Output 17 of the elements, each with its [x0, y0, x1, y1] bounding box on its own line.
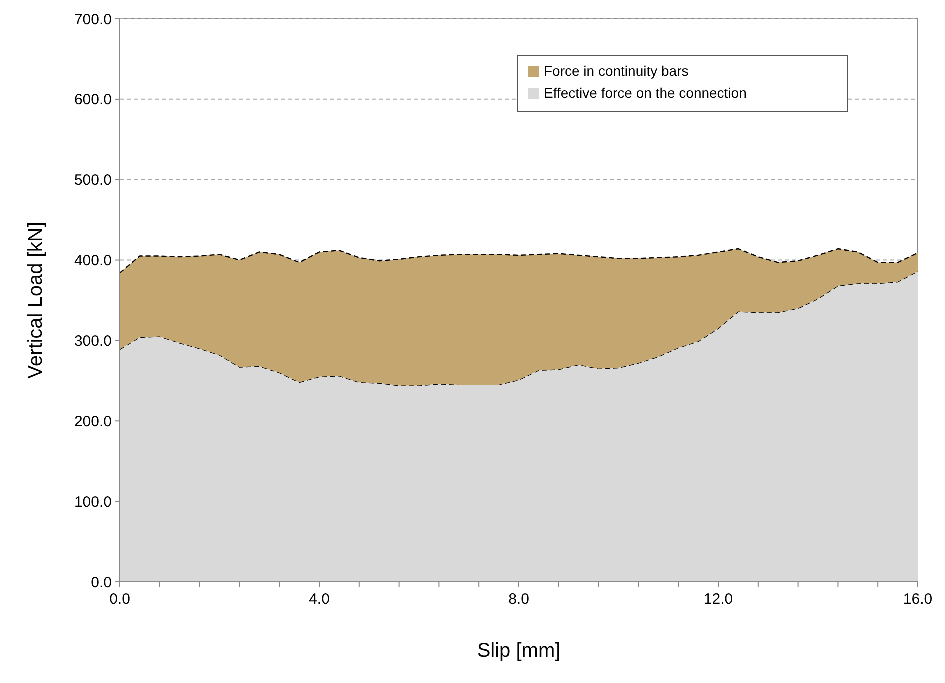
x-tick-label: 8.0 — [508, 591, 530, 608]
x-tick-label: 0.0 — [110, 591, 130, 608]
y-tick-label: 200.0 — [74, 413, 112, 430]
y-tick-label: 400.0 — [74, 252, 112, 270]
x-axis-title: Slip [mm] — [477, 640, 561, 662]
x-tick-label: 16.0 — [903, 591, 933, 608]
y-axis-title: Vertical Load [kN] — [25, 222, 47, 379]
y-tick-label: 700.0 — [74, 11, 112, 28]
y-tick-label: 0.0 — [91, 574, 112, 592]
x-tick-label: 4.0 — [309, 591, 330, 608]
y-tick-label: 500.0 — [74, 172, 112, 190]
x-tick-label: 12.0 — [704, 591, 734, 608]
legend-label: Force in continuity bars — [544, 62, 689, 79]
y-tick-label: 100.0 — [74, 494, 112, 511]
legend-label: Effective force on the connection — [544, 84, 747, 101]
y-tick-label: 300.0 — [74, 332, 112, 350]
y-tick-label: 600.0 — [74, 92, 112, 109]
